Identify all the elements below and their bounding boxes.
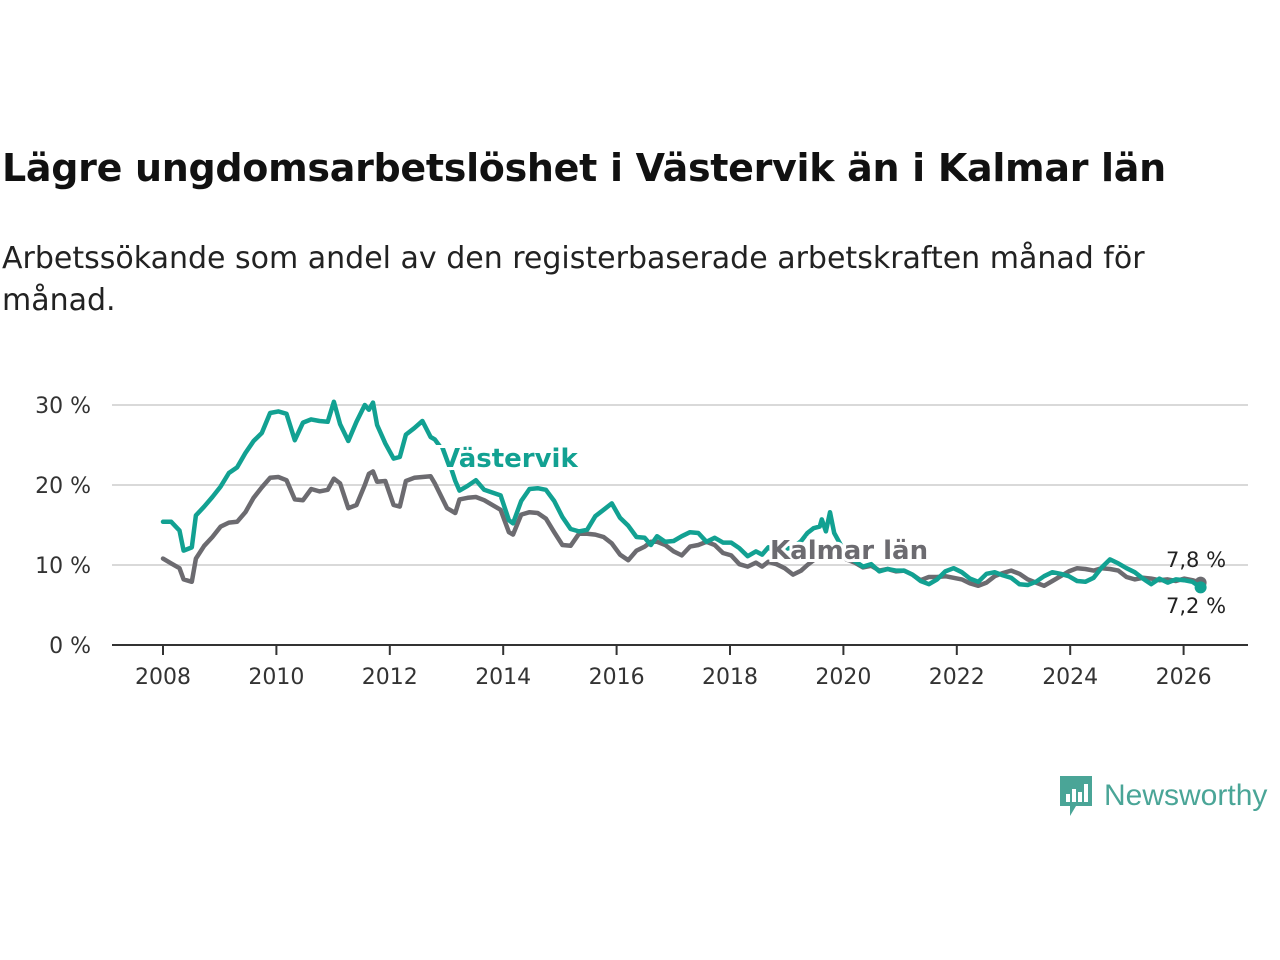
series-labels: Västervik Kalmar län 7,8 % 7,2 %: [437, 441, 1226, 618]
series-label-vastervik: Västervik: [440, 444, 578, 474]
end-point-vastervik: [1194, 581, 1207, 594]
newsworthy-brand[interactable]: Newsworthy: [1058, 774, 1267, 818]
x-axis: 2008 2010 2012 2014 2016 2018 2020 2022 2024 2026: [112, 644, 1248, 690]
x-tick-label: 2020: [815, 665, 871, 690]
newsworthy-logo-icon: [1060, 776, 1092, 816]
chart-title: Lägre ungdomsarbetslöshet i Västervik än…: [2, 146, 1166, 190]
x-tick-label: 2014: [475, 665, 531, 690]
brand-name: Newsworthy: [1104, 779, 1268, 812]
x-tick-label: 2022: [929, 665, 985, 690]
x-tick-label: 2026: [1156, 665, 1212, 690]
y-tick-label: 0 %: [49, 634, 91, 659]
end-label-kalmar: 7,8 %: [1166, 548, 1226, 572]
series-label-kalmar: Kalmar län: [770, 536, 928, 566]
x-tick-label: 2010: [248, 665, 304, 690]
y-tick-label: 20 %: [35, 474, 91, 499]
series-line-kalmar: [160, 469, 1203, 589]
y-tick-label: 30 %: [35, 394, 91, 419]
x-tick-label: 2008: [135, 665, 191, 690]
series-lines: [160, 399, 1207, 594]
x-tick-label: 2024: [1042, 665, 1098, 690]
chart-subtitle: Arbetssökande som andel av den registerb…: [2, 241, 1145, 318]
x-tick-label: 2012: [362, 665, 418, 690]
series-line-vastervik: [160, 399, 1203, 590]
gridlines: [112, 404, 1248, 566]
end-label-vastervik: 7,2 %: [1166, 594, 1226, 618]
x-tick-label: 2016: [589, 665, 645, 690]
x-tick-label: 2018: [702, 665, 758, 690]
y-axis-ticks: 0 % 10 % 20 % 30 %: [35, 394, 91, 659]
y-tick-label: 10 %: [35, 554, 91, 579]
